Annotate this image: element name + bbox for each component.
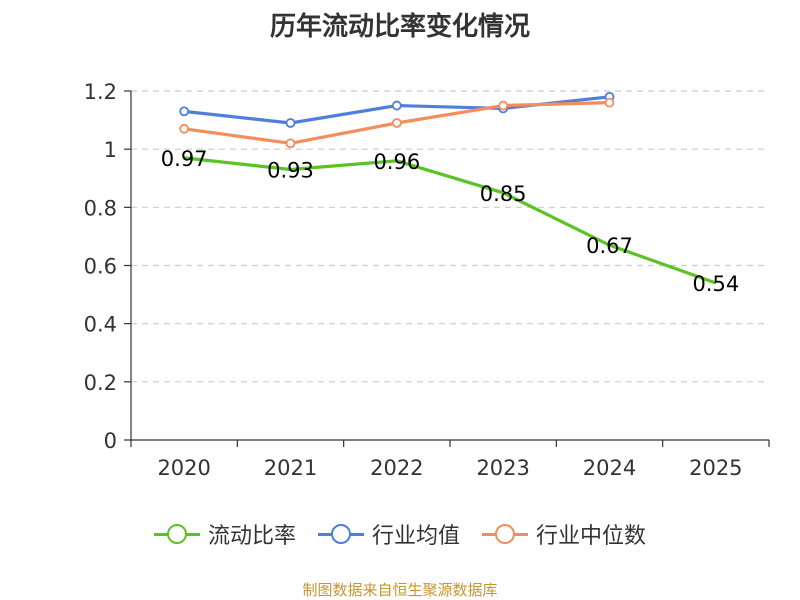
grid-layer: [131, 90, 769, 383]
y-tick-label: 0: [104, 429, 117, 453]
x-tick-label: 2023: [476, 456, 529, 480]
y-tick-label: 0.6: [84, 255, 117, 279]
data-point: [604, 97, 615, 108]
x-tick-label: 2024: [583, 456, 636, 480]
x-tick-label: 2021: [264, 456, 317, 480]
legend-item-industry-mean[interactable]: 行业均值: [317, 518, 460, 550]
data-point: [285, 138, 296, 149]
data-point: [391, 100, 402, 111]
x-tick-label: 2022: [370, 456, 423, 480]
data-label: 0.54: [692, 272, 739, 296]
x-tick-label: 2025: [689, 456, 742, 480]
legend-swatch-icon: [482, 522, 528, 546]
legend: 流动比率 行业均值 行业中位数: [0, 518, 800, 550]
data-point: [179, 123, 190, 134]
series-layer: [179, 91, 717, 285]
y-tick-label: 0.4: [84, 313, 117, 337]
y-tick-label: 1: [104, 138, 117, 162]
data-point: [285, 118, 296, 128]
chart-title: 历年流动比率变化情况: [269, 12, 530, 42]
legend-label: 行业中位数: [536, 524, 647, 549]
data-point: [498, 100, 509, 111]
axis-layer: 0 0.2 0.4 0.6 0.8 1 1.2 2020 2021 2022 2023 2024 202…: [84, 80, 770, 480]
x-tick-label: 2020: [157, 456, 210, 480]
y-tick-label: 0.2: [84, 371, 117, 395]
y-tick-label: 0.8: [84, 196, 117, 220]
legend-item-industry-median[interactable]: 行业中位数: [482, 518, 646, 550]
legend-swatch-icon: [153, 522, 200, 546]
data-label: 0.97: [161, 147, 208, 171]
legend-label: 流动比率: [207, 524, 296, 549]
legend-item-current-ratio[interactable]: 流动比率: [153, 518, 296, 550]
data-label: 0.85: [480, 182, 527, 206]
data-label-layer: 0.97 0.93 0.96 0.85 0.67 0.54: [161, 147, 739, 296]
data-label: 0.67: [586, 234, 633, 258]
y-tick-label: 1.2: [84, 80, 117, 104]
legend-label: 行业均值: [371, 524, 460, 549]
data-point: [391, 118, 402, 128]
legend-swatch-icon: [317, 522, 364, 546]
data-label: 0.96: [373, 150, 420, 174]
data-source-note: 制图数据来自恒生聚源数据库: [302, 581, 498, 599]
data-point: [179, 106, 190, 117]
data-label: 0.93: [267, 159, 314, 183]
series-line: [183, 156, 717, 285]
